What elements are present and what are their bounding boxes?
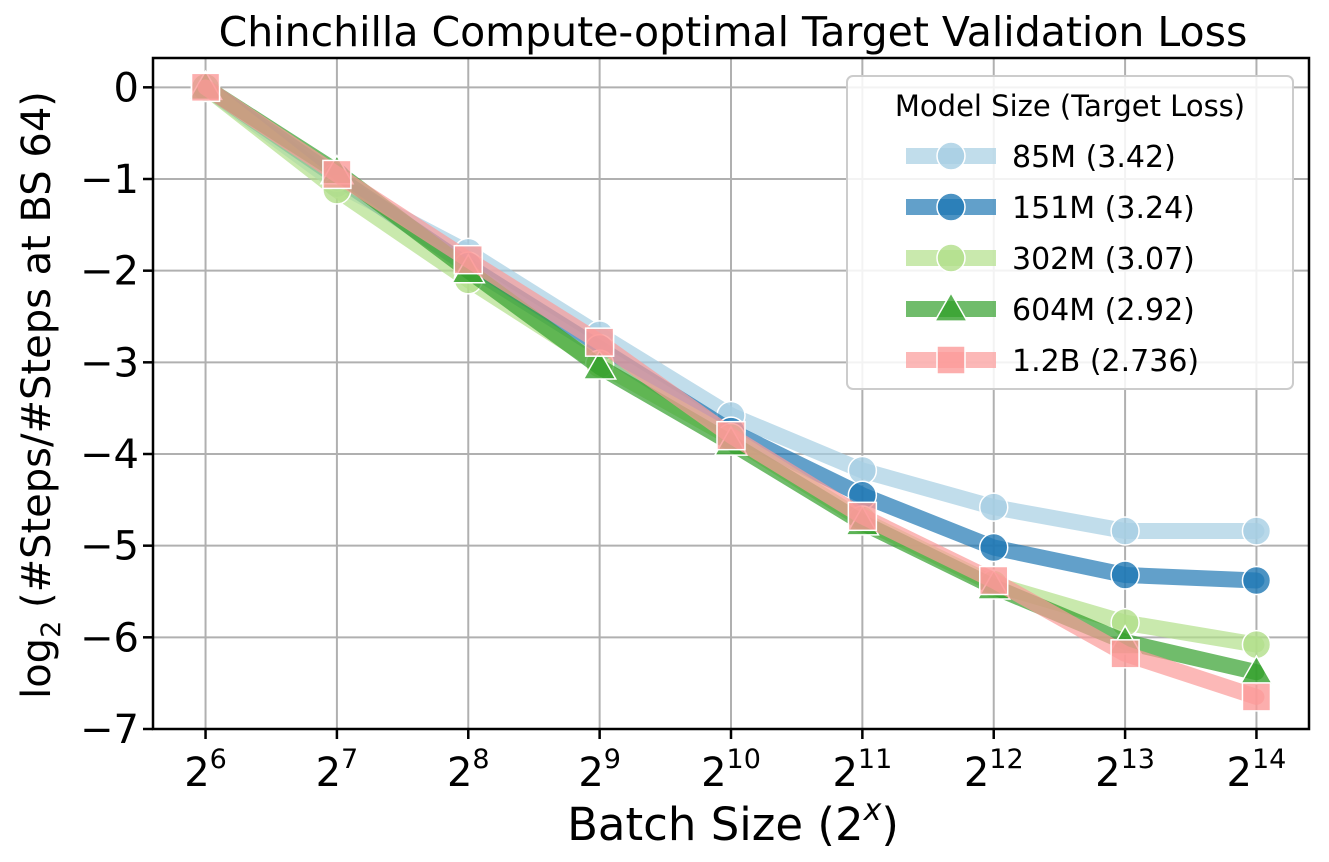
x-tick-exponent: 6 — [210, 744, 227, 775]
legend-swatch-marker — [936, 141, 966, 171]
data-point — [1241, 565, 1272, 596]
series-layer — [188, 69, 1274, 712]
y-tick-label: −2 — [80, 249, 139, 295]
legend-swatch-marker — [936, 345, 966, 375]
data-point — [190, 72, 221, 103]
data-point — [847, 501, 878, 532]
x-tick-base: 2 — [578, 750, 603, 796]
x-axis-label-suffix: ) — [881, 798, 899, 851]
data-point — [978, 565, 1009, 596]
legend-item: 1.2B (2.736) — [906, 344, 1199, 379]
x-tick-base: 2 — [832, 750, 857, 796]
legend-swatch-marker — [933, 291, 969, 322]
y-axis-label-prefix: log — [14, 638, 60, 699]
x-tick-base: 2 — [701, 750, 726, 796]
data-point — [453, 244, 484, 275]
y-tick-label: −7 — [80, 707, 139, 753]
data-point — [978, 492, 1009, 522]
legend-title: Model Size (Target Loss) — [895, 89, 1245, 123]
legend-item: 604M (2.92) — [906, 291, 1195, 328]
y-tick-label: 0 — [114, 65, 139, 111]
x-tick-base: 2 — [316, 750, 341, 796]
legend-swatch-marker — [936, 192, 966, 222]
series-5 — [190, 72, 1272, 712]
data-point — [978, 532, 1009, 563]
data-point — [584, 327, 615, 357]
data-point — [847, 455, 878, 486]
y-axis-label: log2 (#Steps/#Steps at BS 64) — [14, 91, 67, 699]
legend-item: 151M (3.24) — [906, 191, 1195, 226]
x-tick-exponent: 13 — [1121, 744, 1155, 775]
x-tick-exponent: 7 — [341, 744, 358, 775]
data-point — [1110, 560, 1140, 590]
x-tick-exponent: 11 — [858, 744, 892, 775]
data-point — [322, 159, 352, 190]
x-tick-label: 27 — [316, 744, 359, 796]
x-tick-exponent: 8 — [472, 744, 489, 775]
x-tick-label: 211 — [832, 744, 892, 796]
x-axis-label-sup: x — [863, 793, 882, 828]
legend-label: 85M (3.42) — [1012, 140, 1176, 175]
x-axis-label-prefix: Batch Size (2 — [567, 798, 864, 851]
y-tick-label: −4 — [80, 432, 139, 478]
x-tick-label: 29 — [578, 744, 621, 796]
legend-items: 85M (3.42) 151M (3.24) 302M (3.07) 604M (2.… — [906, 140, 1199, 379]
legend-label: 1.2B (2.736) — [1012, 344, 1199, 379]
x-tick-label: 214 — [1227, 744, 1287, 796]
data-point — [582, 349, 618, 380]
legend-swatch-marker — [936, 243, 966, 273]
y-axis-label-suffix: (#Steps/#Steps at BS 64) — [14, 91, 60, 621]
legend: Model Size (Target Loss) 85M (3.42) 151M … — [846, 75, 1294, 390]
x-tick-base: 2 — [964, 750, 989, 796]
x-tick-exponent: 12 — [989, 744, 1023, 775]
x-tick-label: 212 — [964, 744, 1024, 796]
x-tick-exponent: 14 — [1252, 744, 1286, 775]
data-point — [1241, 682, 1272, 712]
x-axis-label: Batch Size (2x) — [567, 793, 899, 851]
x-tick-exponent: 9 — [604, 744, 621, 775]
x-tick-label: 210 — [701, 744, 761, 796]
x-tick-base: 2 — [184, 750, 209, 796]
x-tick-label: 26 — [184, 744, 227, 796]
legend-item: 302M (3.07) — [906, 242, 1195, 277]
legend-item: 85M (3.42) — [906, 140, 1176, 175]
legend-label: 151M (3.24) — [1012, 191, 1195, 226]
chart-title: Chinchilla Compute-optimal Target Valida… — [219, 8, 1248, 56]
data-point — [1110, 516, 1140, 546]
x-tick-label: 213 — [1095, 744, 1155, 796]
data-point — [716, 420, 746, 451]
x-tick-exponent: 10 — [727, 744, 761, 775]
legend-label: 604M (2.92) — [1012, 293, 1195, 328]
x-tick-base: 2 — [447, 750, 472, 796]
y-tick-label: −3 — [80, 340, 139, 386]
y-axis-label-sub: 2 — [36, 621, 67, 638]
data-point — [1241, 516, 1272, 546]
y-tick-label: −1 — [80, 157, 139, 203]
x-tick-label: 28 — [447, 744, 490, 796]
x-tick-base: 2 — [1095, 750, 1120, 796]
y-tick-label: −5 — [80, 524, 139, 570]
data-point — [1241, 629, 1272, 660]
y-tick-label: −6 — [80, 615, 139, 661]
legend-label: 302M (3.07) — [1012, 242, 1195, 277]
x-tick-base: 2 — [1227, 750, 1252, 796]
data-point — [1110, 639, 1140, 669]
